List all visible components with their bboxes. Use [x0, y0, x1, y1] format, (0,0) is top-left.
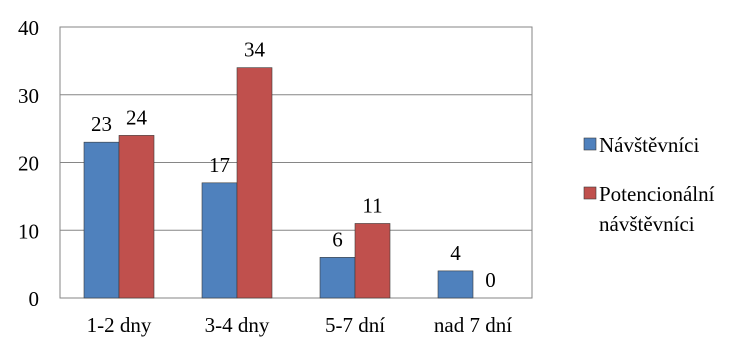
x-tick-label: 1-2 dny [87, 313, 152, 337]
y-tick-label: 20 [18, 152, 39, 176]
y-tick-label: 30 [18, 84, 39, 108]
data-label: 34 [244, 38, 266, 62]
legend-swatch-navstevnici [583, 137, 597, 151]
legend-label: návštěvníci [599, 212, 695, 236]
data-label: 23 [91, 112, 112, 136]
data-label: 4 [450, 241, 461, 265]
x-tick-label: nad 7 dní [434, 313, 512, 337]
bar-navstevnici-2 [319, 257, 356, 299]
bar-potencionalni-1 [236, 67, 273, 299]
legend-label: Potencionální [599, 182, 715, 206]
bar-navstevnici-1 [201, 182, 238, 299]
bar-potencionalni-0 [118, 135, 155, 299]
data-label: 11 [362, 193, 382, 217]
bar-potencionalni-2 [354, 223, 391, 299]
x-tick-label: 5-7 dní [325, 313, 385, 337]
legend-label: Návštěvníci [599, 133, 699, 157]
x-tick-label: 3-4 dny [205, 313, 270, 337]
data-label: 0 [485, 268, 496, 292]
bar-navstevnici-0 [83, 141, 120, 299]
legend: Návštěvníci Potencionální návštěvníci [583, 133, 715, 236]
legend-swatch-potencionalni [583, 186, 597, 200]
bar-navstevnici-3 [437, 270, 474, 299]
data-label: 17 [209, 153, 230, 177]
y-tick-label: 10 [18, 219, 39, 243]
y-tick-label: 0 [29, 287, 40, 311]
data-label: 6 [332, 227, 343, 251]
data-label: 24 [126, 105, 148, 129]
y-tick-label: 40 [18, 16, 39, 40]
